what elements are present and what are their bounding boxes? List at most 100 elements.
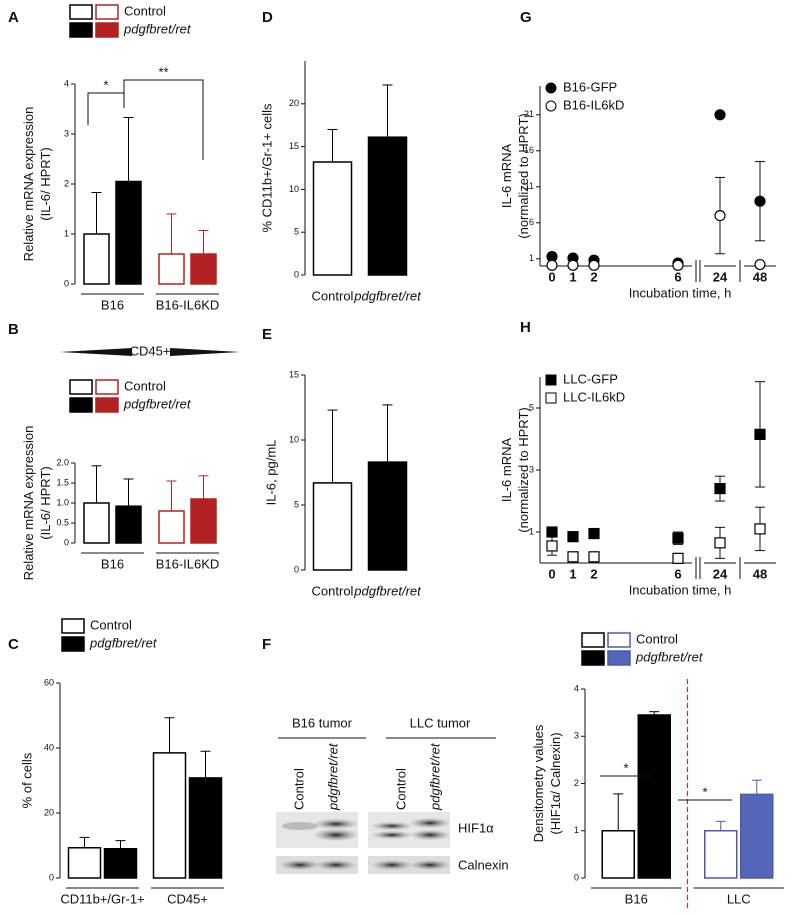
legend-label: B16-IL6kD [563,97,624,112]
x-tick-label: 1 [569,269,576,284]
x-tick-label: LLC [727,891,751,906]
y-tick-label: 3 [529,464,534,474]
y-axis-label: IL-6, pg/mL [263,440,278,506]
blot-band [314,829,358,841]
lane-label: Control [291,768,306,810]
legend-label: pdgfbret/ret [89,635,158,650]
legend-label: LLC-GFP [563,371,618,386]
y-tick-label: 16 [524,145,534,155]
y-axis-label: (normalized to HPRT) [516,113,531,238]
bar [312,482,353,571]
bar [158,253,185,285]
bar [704,830,738,879]
y-tick-label: 2 [64,178,69,188]
bar [83,233,110,285]
bar [312,161,353,276]
lane-label: pdgfbret/ret [325,742,340,811]
panel-letter: A [8,9,19,26]
y-tick-label: 10 [289,434,299,444]
y-tick-label: 60 [44,677,54,687]
legend-label: Control [124,3,166,18]
significance-label: ** [158,64,168,79]
arrow-right [170,348,240,356]
x-tick-label: B16 [101,297,124,312]
x-tick-label: B16 [625,891,648,906]
legend-marker [545,100,557,112]
y-tick-label: 5 [294,499,299,509]
arrow-left [60,348,132,356]
legend-marker [545,374,557,386]
legend-swatch [581,650,605,666]
y-tick-label: 0 [64,537,69,547]
significance-label: * [702,784,707,799]
bar [190,498,217,544]
legend-label: pdgfbret/ret [635,649,704,664]
bar [367,461,408,571]
blot-band [280,860,320,870]
x-tick-label: pdgfbret/ret [353,288,422,303]
point [546,259,558,271]
y-tick-label: 4 [574,683,579,693]
panel-letter: F [262,636,271,653]
y-tick-label: 2 [574,778,579,788]
y-tick-label: 2.0 [56,457,69,467]
bar [83,502,110,544]
bar [152,752,187,879]
x-tick-label: 48 [753,269,767,284]
point [754,428,766,440]
y-tick-label: 0 [574,872,579,882]
point [588,259,600,271]
x-tick-label: 24 [713,269,728,284]
point [588,527,600,540]
legend-swatch [95,22,119,38]
y-tick-label: 40 [44,742,54,752]
y-tick-label: 3 [574,731,579,741]
legend-label: Control [90,617,132,632]
legend-label: Control [636,631,678,646]
x-tick-label: 6 [674,566,681,581]
x-tick-label: B16-IL6KD [156,556,220,571]
x-tick-label: pdgfbret/ret [353,583,422,598]
x-tick-label: 0 [548,566,555,581]
blot-band [410,830,450,840]
y-tick-label: 21 [524,109,534,119]
y-axis-label: (IL-6/ HPRT) [38,147,53,220]
x-tick-label: 48 [753,566,767,581]
x-tick-label: Control [312,288,354,303]
point [754,195,766,207]
panel-letter: C [8,636,19,653]
legend-swatch [61,618,85,634]
y-axis-label: Relative mRNA expression [21,107,36,262]
y-tick-label: 1 [529,253,534,263]
legend-swatch [607,632,631,648]
point [714,109,726,121]
point [546,540,558,552]
blot-band [372,831,412,839]
point [672,552,684,564]
blot-band [372,822,412,830]
blot-band [282,822,318,830]
panel-title: CD45+ [130,343,171,358]
x-tick-label: B16 [101,556,124,571]
bar [103,848,138,879]
y-tick-label: 0 [294,269,299,279]
legend-swatch [61,636,85,652]
legend-marker [545,82,557,94]
y-tick-label: 1.5 [56,477,69,487]
y-axis-label: (IL-6/ HPRT) [38,466,53,539]
blot-band [372,860,412,870]
point [672,259,684,271]
y-axis-label: (normalized to HPRT) [516,407,531,532]
y-tick-label: 1 [574,825,579,835]
x-tick-label: 0 [548,269,555,284]
blot-band [314,819,358,829]
panel-letter: H [520,319,531,336]
blot-row-label: Calnexin [458,857,509,872]
legend-swatch [69,397,93,413]
y-tick-label: 0 [294,564,299,574]
legend-swatch [69,4,93,20]
point [672,532,684,544]
point [546,526,558,538]
lane-label: Control [393,768,408,810]
